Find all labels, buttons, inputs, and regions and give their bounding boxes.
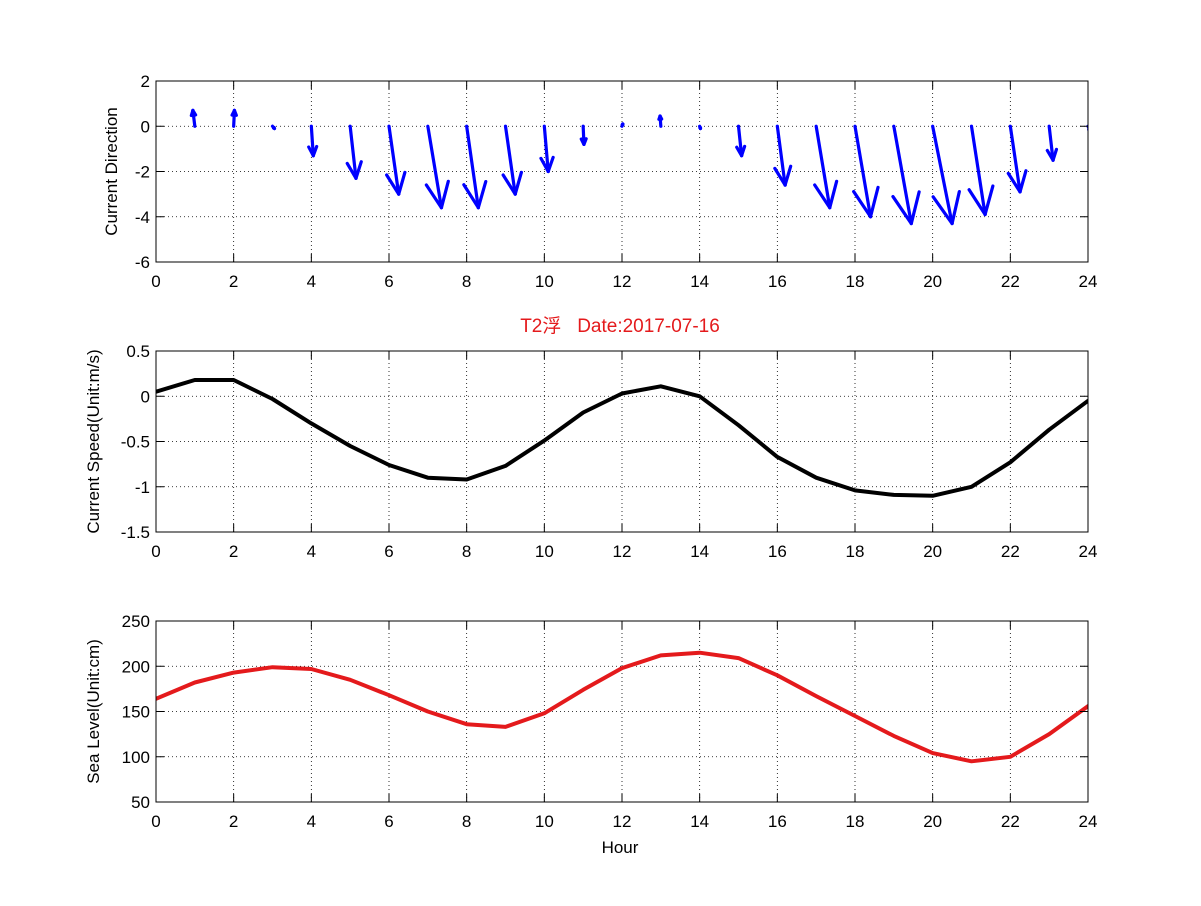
- speed-x-tick-label: 20: [923, 542, 942, 561]
- speed-y-tick-label: -1.5: [121, 523, 150, 542]
- sea-level-x-tick-label: 16: [768, 812, 787, 831]
- sea-level-y-tick-label: 100: [122, 748, 150, 767]
- sea-level-x-tick-label: 2: [229, 812, 238, 831]
- speed-x-tick-label: 14: [690, 542, 709, 561]
- sea-level-x-tick-label: 20: [923, 812, 942, 831]
- direction-x-tick-label: 4: [307, 272, 316, 291]
- direction-x-tick-label: 10: [535, 272, 554, 291]
- direction-x-tick-label: 6: [384, 272, 393, 291]
- sea-level-ylabel: Sea Level(Unit:cm): [84, 639, 103, 784]
- direction-y-tick-label: 0: [141, 117, 150, 136]
- chart-title: T2浮 Date:2017-07-16: [520, 315, 720, 337]
- speed-x-tick-label: 0: [151, 542, 160, 561]
- sea-level-x-tick-label: 6: [384, 812, 393, 831]
- sea-level-x-tick-label: 8: [462, 812, 471, 831]
- direction-x-tick-label: 12: [613, 272, 632, 291]
- direction-x-tick-label: 8: [462, 272, 471, 291]
- direction-x-tick-label: 18: [846, 272, 865, 291]
- sea-level-y-tick-label: 250: [122, 612, 150, 631]
- direction-x-tick-label: 16: [768, 272, 787, 291]
- speed-x-tick-label: 6: [384, 542, 393, 561]
- speed-x-tick-label: 10: [535, 542, 554, 561]
- sea-level-y-tick-label: 200: [122, 657, 150, 676]
- speed-x-tick-label: 8: [462, 542, 471, 561]
- speed-y-tick-label: 0: [141, 387, 150, 406]
- speed-x-tick-label: 24: [1079, 542, 1098, 561]
- direction-vector: [622, 124, 623, 126]
- sea-level-x-tick-label: 24: [1079, 812, 1098, 831]
- speed-y-tick-label: -0.5: [121, 433, 150, 452]
- sea-level-y-tick-label: 150: [122, 703, 150, 722]
- speed-x-tick-label: 22: [1001, 542, 1020, 561]
- direction-y-tick-label: 2: [141, 72, 150, 91]
- direction-y-tick-label: -6: [135, 253, 150, 272]
- speed-y-tick-label: -1: [135, 478, 150, 497]
- sea-level-x-tick-label: 14: [690, 812, 709, 831]
- sea-level-x-tick-label: 4: [307, 812, 316, 831]
- direction-vector: [659, 116, 662, 126]
- speed-x-tick-label: 4: [307, 542, 316, 561]
- sea-level-x-tick-label: 18: [846, 812, 865, 831]
- direction-ylabel: Current Direction: [102, 107, 121, 236]
- sea-level-x-tick-label: 0: [151, 812, 160, 831]
- direction-x-tick-label: 14: [690, 272, 709, 291]
- speed-ylabel: Current Speed(Unit:m/s): [84, 349, 103, 533]
- sea-level-x-tick-label: 22: [1001, 812, 1020, 831]
- sea-level-xlabel: Hour: [602, 838, 639, 857]
- direction-x-tick-label: 22: [1001, 272, 1020, 291]
- direction-vector: [700, 126, 701, 128]
- speed-x-tick-label: 2: [229, 542, 238, 561]
- speed-x-tick-label: 16: [768, 542, 787, 561]
- speed-y-tick-label: 0.5: [126, 342, 150, 361]
- sea-level-x-tick-label: 12: [613, 812, 632, 831]
- direction-y-tick-label: -4: [135, 208, 150, 227]
- direction-y-tick-label: -2: [135, 163, 150, 182]
- speed-x-tick-label: 18: [846, 542, 865, 561]
- direction-x-tick-label: 2: [229, 272, 238, 291]
- direction-x-tick-label: 20: [923, 272, 942, 291]
- direction-x-tick-label: 0: [151, 272, 160, 291]
- sea-level-x-tick-label: 10: [535, 812, 554, 831]
- direction-x-tick-label: 24: [1079, 272, 1098, 291]
- sea-level-y-tick-label: 50: [131, 793, 150, 812]
- direction-vector: [273, 126, 275, 128]
- speed-x-tick-label: 12: [613, 542, 632, 561]
